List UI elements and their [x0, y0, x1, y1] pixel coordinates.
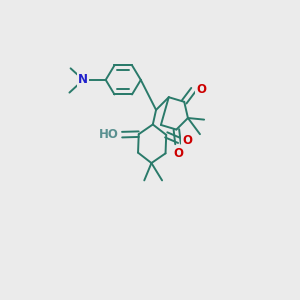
- Text: HO: HO: [99, 128, 119, 141]
- Text: N: N: [78, 74, 88, 86]
- Text: O: O: [173, 147, 183, 160]
- Text: O: O: [182, 134, 192, 147]
- Text: O: O: [196, 83, 206, 96]
